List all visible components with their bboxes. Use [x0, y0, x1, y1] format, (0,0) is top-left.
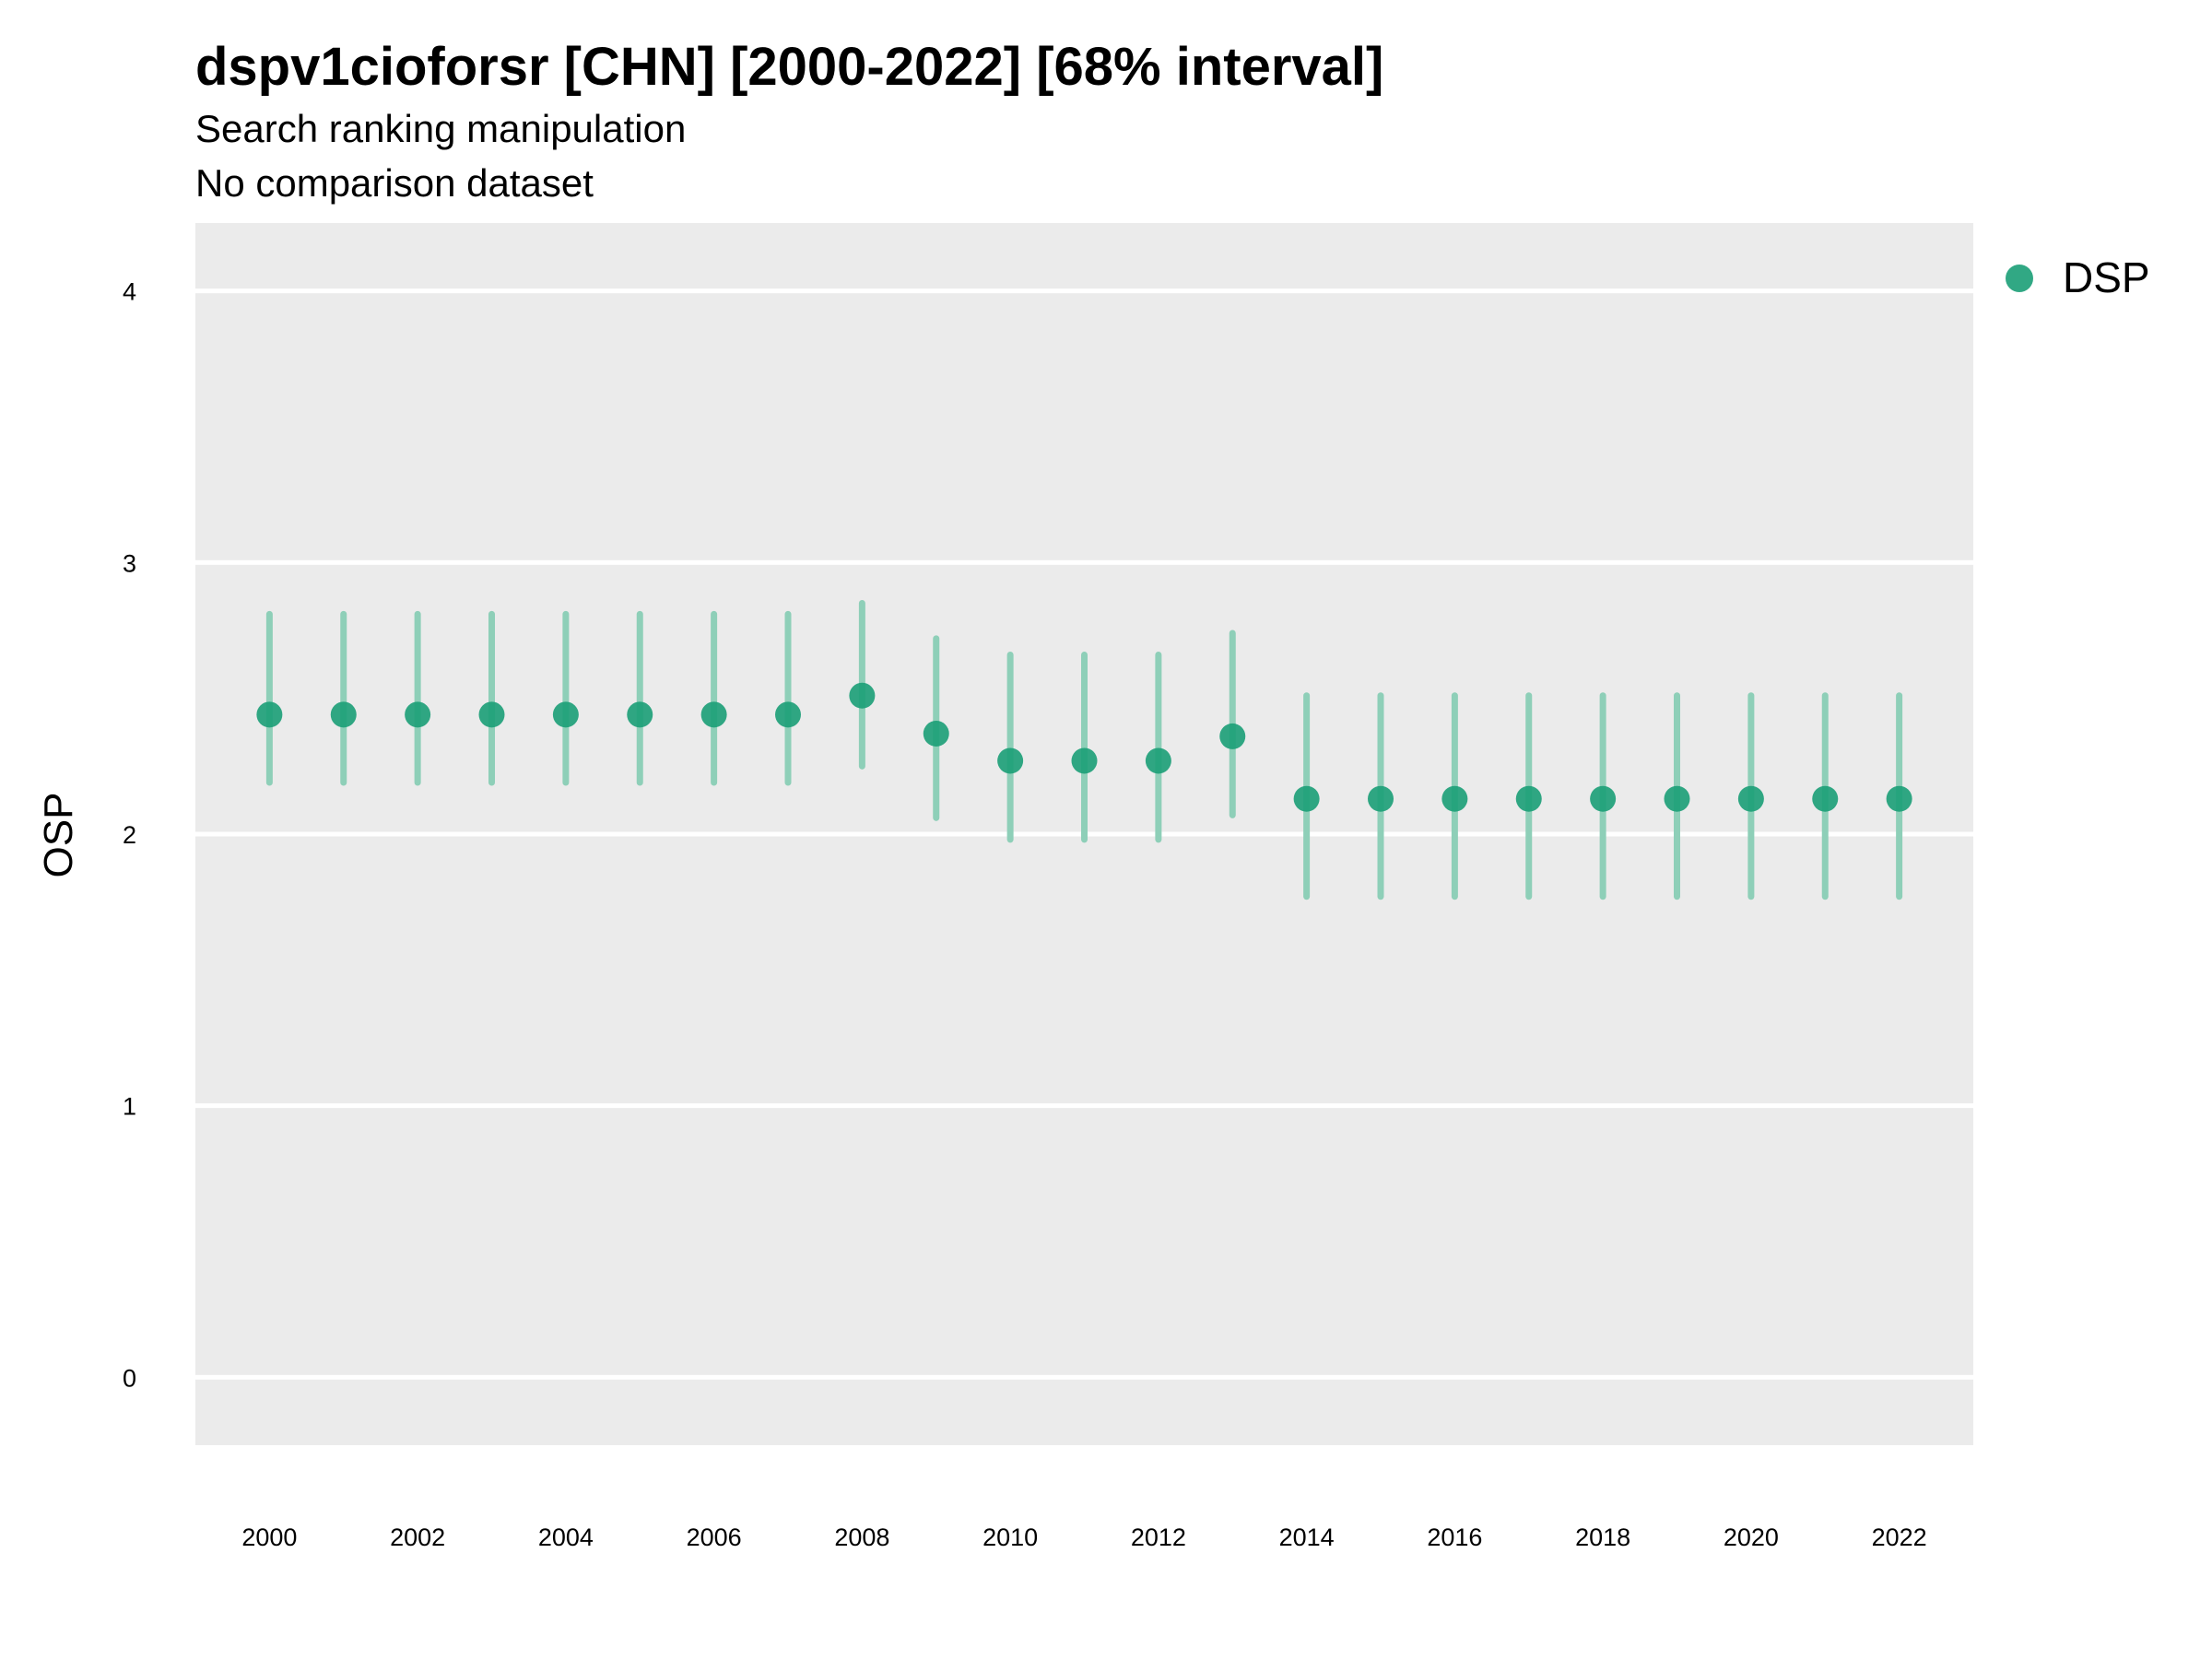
x-tick-label: 2018	[1575, 1524, 1630, 1551]
chart-subtitle-2: No comparison dataset	[195, 161, 594, 205]
x-tick-label: 2000	[241, 1524, 297, 1551]
chart-title: dspv1cioforsr [CHN] [2000-2022] [68% int…	[195, 37, 1383, 97]
data-point-2008	[849, 682, 876, 709]
x-tick-label: 2012	[1131, 1524, 1186, 1551]
y-tick-label: 0	[123, 1364, 136, 1392]
legend-marker-dsp	[2006, 265, 2033, 292]
y-tick-label: 1	[123, 1093, 136, 1121]
y-axis-title: OSP	[36, 793, 81, 878]
y-tick-label: 4	[123, 278, 136, 306]
data-point-2016	[1441, 785, 1468, 812]
data-point-2003	[478, 701, 505, 728]
y-tick-label: 3	[123, 549, 136, 577]
x-tick-label: 2022	[1872, 1524, 1927, 1551]
data-point-2002	[405, 701, 431, 728]
data-point-2017	[1515, 785, 1542, 812]
chart-subtitle: Search ranking manipulation	[195, 107, 686, 150]
x-tick-label: 2006	[687, 1524, 742, 1551]
data-point-2005	[627, 701, 653, 728]
data-point-2009	[923, 720, 949, 747]
x-tick-label: 2014	[1279, 1524, 1335, 1551]
data-point-2007	[775, 701, 801, 728]
point-layer	[256, 682, 1912, 812]
data-point-2004	[552, 701, 579, 728]
x-tick-label: 2020	[1724, 1524, 1779, 1551]
data-point-2020	[1737, 785, 1764, 812]
y-tick-labels: 0 1 2 3 4	[123, 278, 136, 1393]
x-tick-label: 2008	[834, 1524, 889, 1551]
x-tick-label: 2016	[1427, 1524, 1482, 1551]
data-point-2011	[1071, 747, 1098, 774]
data-point-2013	[1219, 723, 1246, 749]
x-tick-label: 2004	[538, 1524, 594, 1551]
data-point-2014	[1293, 785, 1320, 812]
data-point-2022	[1886, 785, 1912, 812]
data-point-2006	[700, 701, 727, 728]
data-point-2010	[997, 747, 1024, 774]
x-tick-label: 2010	[982, 1524, 1038, 1551]
data-point-2001	[330, 701, 357, 728]
x-tick-label: 2002	[390, 1524, 445, 1551]
y-tick-label: 2	[123, 821, 136, 849]
data-point-2018	[1590, 785, 1617, 812]
data-point-2012	[1145, 747, 1171, 774]
x-tick-labels: 2000 2002 2004 2006 2008 2010 2012 2014 2016 2018…	[241, 1524, 1926, 1551]
legend-label-dsp: DSP	[2063, 253, 2150, 301]
data-point-2021	[1812, 785, 1839, 812]
data-point-2019	[1664, 785, 1690, 812]
data-point-2015	[1368, 785, 1394, 812]
data-point-2000	[256, 701, 283, 728]
legend: DSP	[2006, 253, 2150, 301]
